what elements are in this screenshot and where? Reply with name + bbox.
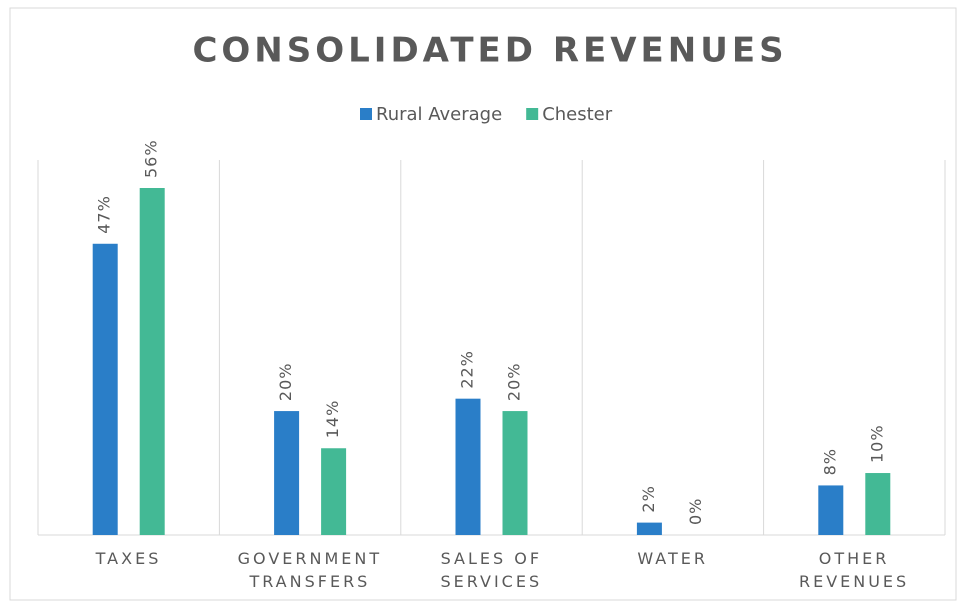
value-label: 2% bbox=[639, 485, 658, 512]
value-label: 10% bbox=[867, 424, 886, 463]
x-tick-label: OTHER REVENUES bbox=[798, 549, 910, 591]
bar bbox=[139, 188, 165, 535]
value-label: 22% bbox=[458, 350, 477, 389]
bar bbox=[818, 485, 844, 535]
legend-swatch bbox=[526, 108, 539, 120]
bar bbox=[502, 411, 528, 535]
x-tick-label: TAXES bbox=[95, 549, 162, 568]
bar bbox=[321, 448, 347, 535]
value-label: 56% bbox=[142, 139, 161, 178]
x-tick-label: SALES OF SERVICES bbox=[440, 549, 543, 591]
legend-label: Rural Average bbox=[376, 104, 502, 125]
x-tick-label: WATER bbox=[637, 549, 709, 568]
value-label: 20% bbox=[505, 363, 524, 402]
value-label: 20% bbox=[276, 363, 295, 402]
bar bbox=[636, 522, 662, 535]
value-label: 14% bbox=[323, 400, 342, 439]
value-label: 8% bbox=[820, 448, 839, 475]
value-label: 47% bbox=[95, 195, 114, 234]
chart-border bbox=[9, 7, 957, 601]
chart-title: CONSOLIDATED REVENUES bbox=[192, 31, 787, 71]
legend-swatch bbox=[360, 108, 372, 120]
bar bbox=[865, 473, 891, 535]
value-label: 0% bbox=[686, 498, 705, 525]
bar bbox=[274, 411, 300, 535]
legend-label: Chester bbox=[542, 104, 613, 125]
bar bbox=[92, 243, 118, 535]
bar bbox=[455, 398, 481, 535]
x-tick-label: GOVERNMENT TRANSFERS bbox=[237, 549, 383, 591]
